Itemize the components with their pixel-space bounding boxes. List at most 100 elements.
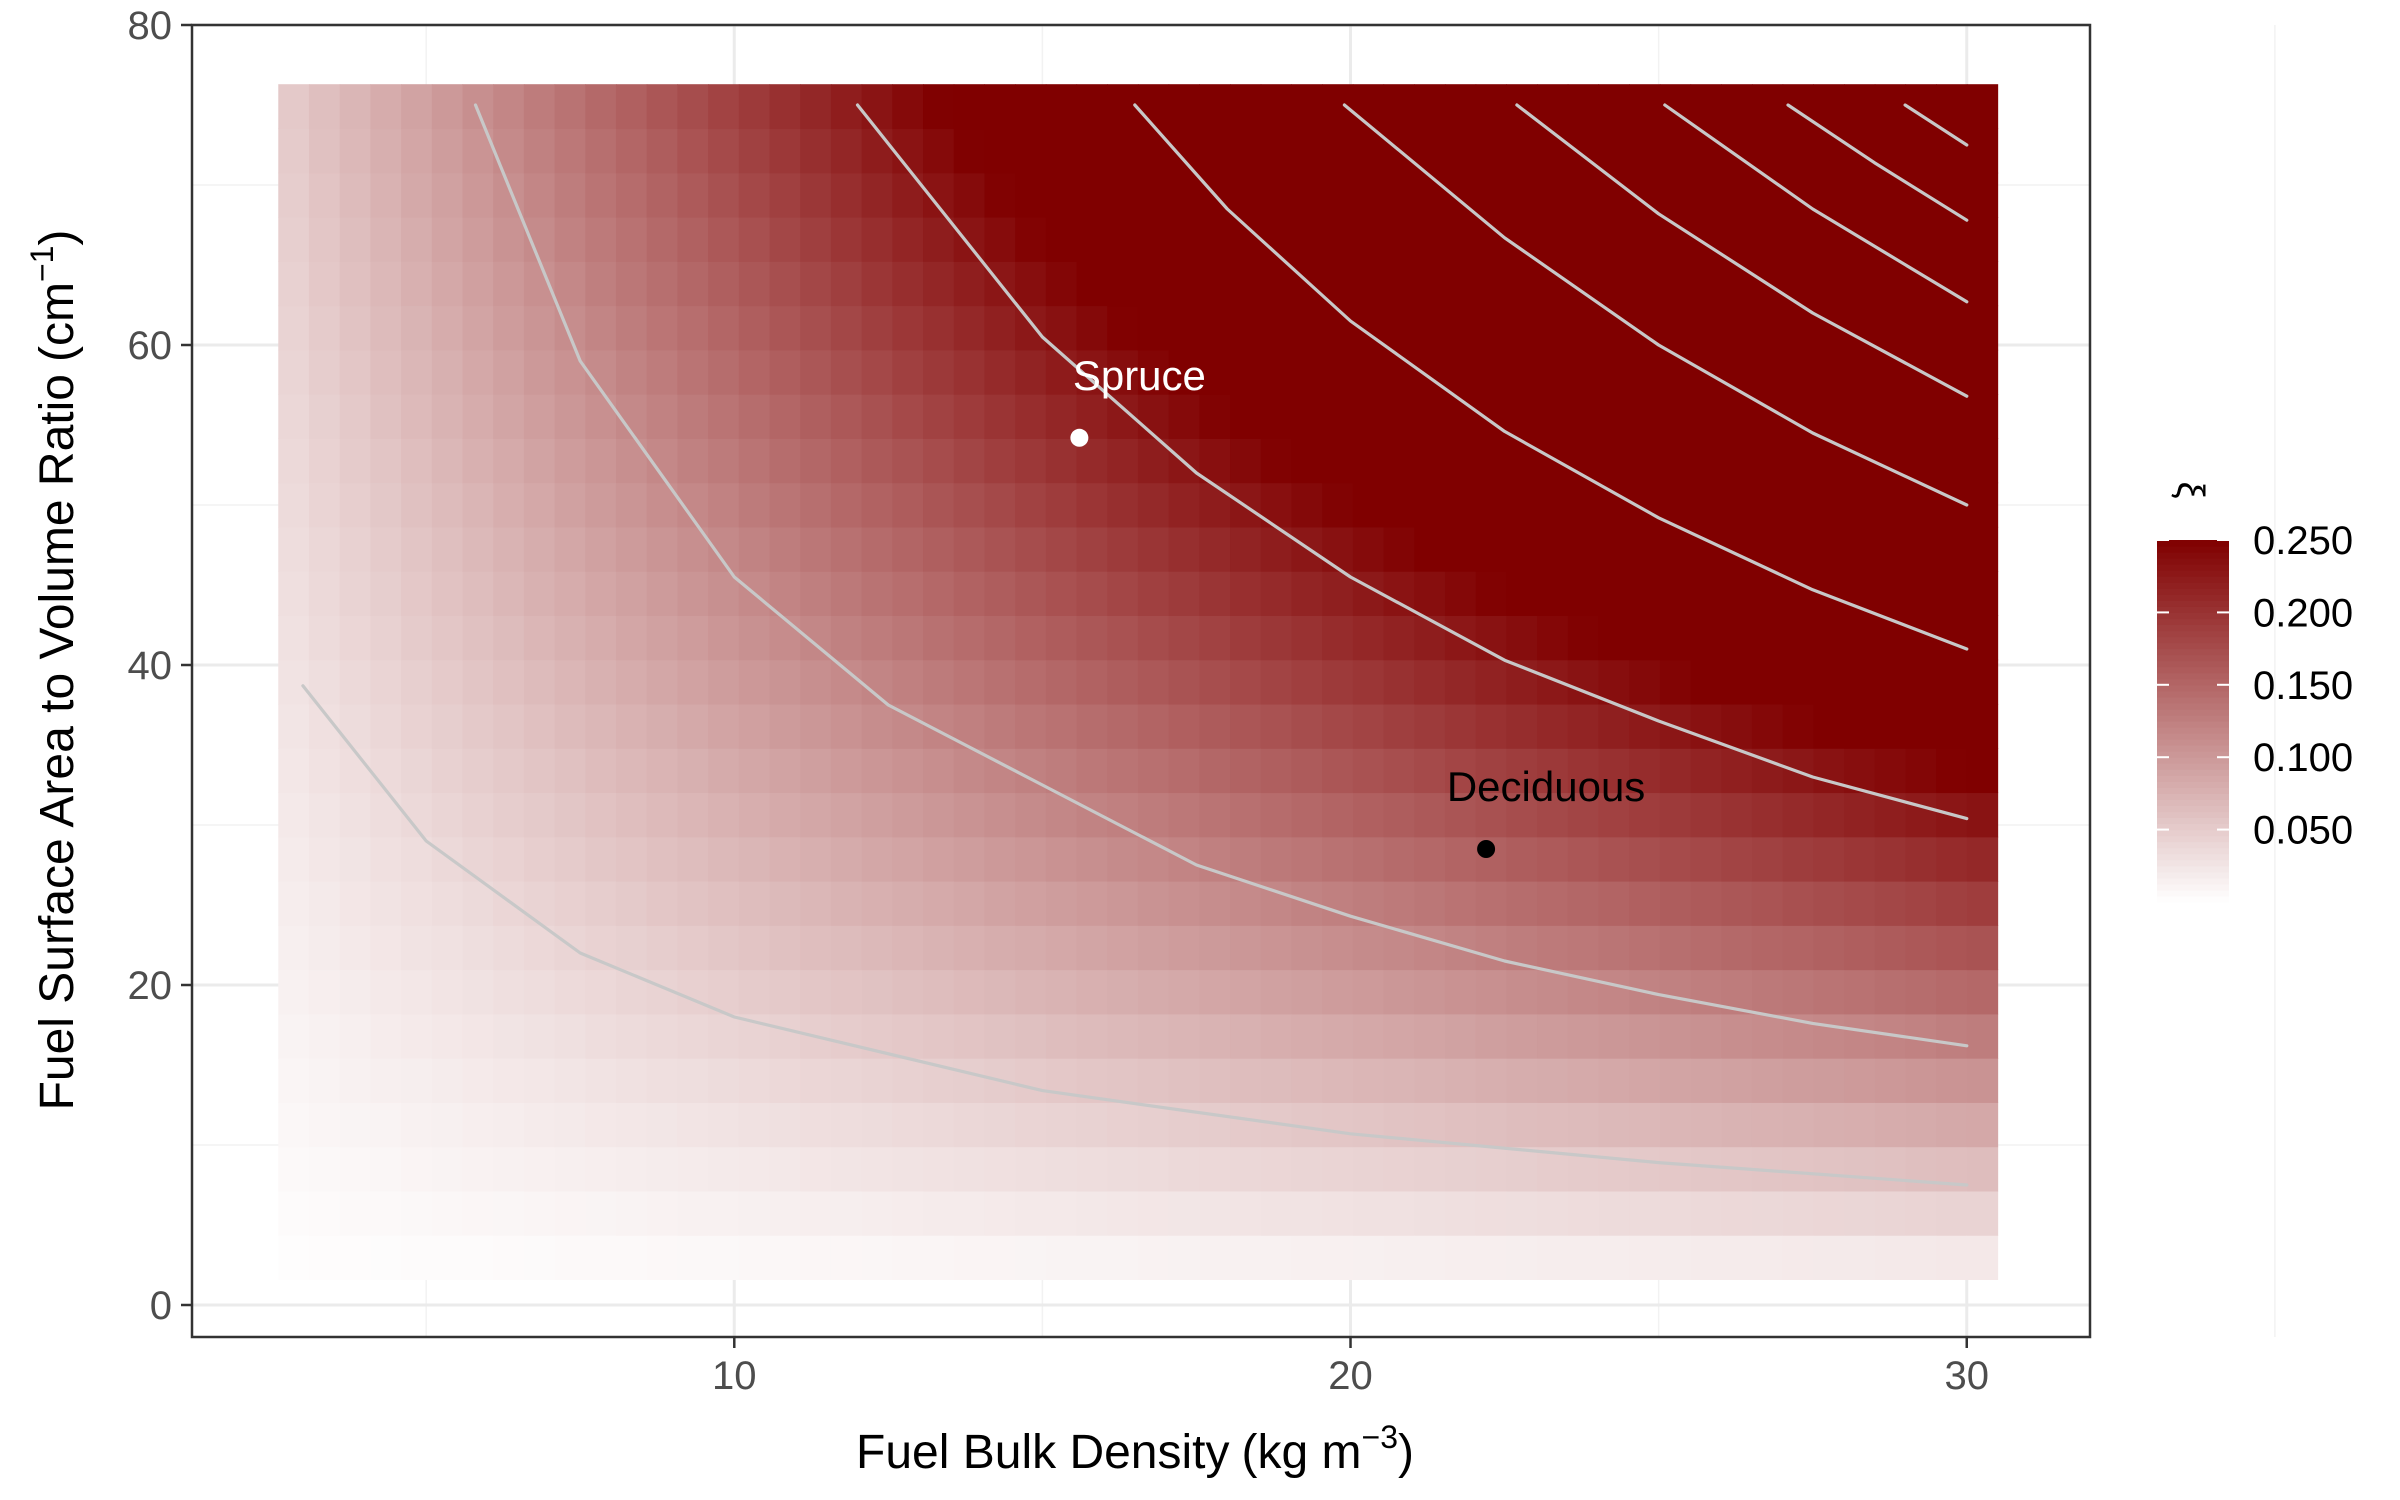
heatmap-tile xyxy=(585,172,617,218)
heatmap-tile xyxy=(1168,615,1200,661)
heatmap-tile xyxy=(1936,1013,1968,1059)
heatmap-tile xyxy=(1629,84,1661,130)
heatmap-tile xyxy=(1659,261,1692,307)
heatmap-tile xyxy=(646,128,678,174)
heatmap-tile xyxy=(892,526,924,572)
heatmap-tile xyxy=(585,482,617,528)
heatmap-tile xyxy=(554,748,586,794)
heatmap-tile xyxy=(1414,881,1446,926)
heatmap-tile xyxy=(1475,217,1507,262)
heatmap-tile xyxy=(738,792,771,838)
heatmap-tile xyxy=(1966,1235,1999,1280)
heatmap-tile xyxy=(1291,969,1323,1015)
heatmap-tile xyxy=(769,128,801,174)
heatmap-tile xyxy=(615,482,648,528)
heatmap-tile xyxy=(892,969,924,1015)
heatmap-tile xyxy=(738,748,771,794)
heatmap-tile xyxy=(1721,128,1753,174)
heatmap-tile xyxy=(462,482,494,528)
heatmap-tile xyxy=(953,128,986,174)
heatmap-tile xyxy=(1905,836,1937,882)
heatmap-tile xyxy=(1537,394,1569,439)
legend-color-step xyxy=(2157,739,2229,746)
heatmap-tile xyxy=(953,1146,986,1192)
heatmap-tile xyxy=(370,659,402,705)
heatmap-tile xyxy=(1537,305,1569,351)
heatmap-tile xyxy=(1598,84,1630,130)
heatmap-tile xyxy=(1598,128,1630,174)
heatmap-tile xyxy=(1782,526,1814,572)
heatmap-tile xyxy=(1506,1235,1538,1280)
heatmap-tile xyxy=(1690,1058,1722,1103)
heatmap-tile xyxy=(646,703,678,749)
heatmap-tile xyxy=(1199,84,1231,130)
heatmap-tile xyxy=(769,217,801,262)
heatmap-tile xyxy=(1905,748,1937,794)
heatmap-tile xyxy=(708,1146,740,1192)
heatmap-tile xyxy=(1199,748,1231,794)
heatmap-tile xyxy=(1230,128,1262,174)
heatmap-tile xyxy=(1291,836,1323,882)
heatmap-tile xyxy=(615,571,648,616)
heatmap-tile xyxy=(1690,261,1722,307)
heatmap-tile xyxy=(1352,836,1385,882)
heatmap-tile xyxy=(585,969,617,1015)
heatmap-tile xyxy=(1230,261,1262,307)
heatmap-tile xyxy=(1444,969,1477,1015)
heatmap-tile xyxy=(1506,84,1538,130)
heatmap-tile xyxy=(830,1102,863,1148)
heatmap-tile xyxy=(677,128,709,174)
heatmap-tile xyxy=(1721,571,1753,616)
heatmap-tile xyxy=(830,349,863,395)
heatmap-tile xyxy=(278,305,310,351)
heatmap-tile xyxy=(861,881,893,926)
heatmap-tile xyxy=(646,1058,678,1103)
plot-panel-border xyxy=(190,23,2092,1339)
heatmap-tile xyxy=(1260,438,1293,484)
heatmap-tile xyxy=(1107,836,1139,882)
heatmap-tile xyxy=(1629,526,1661,572)
heatmap-tile xyxy=(1844,172,1876,218)
heatmap-tile xyxy=(1199,261,1231,307)
heatmap-tile xyxy=(1107,748,1139,794)
heatmap-tile xyxy=(1721,349,1753,395)
heatmap-tile xyxy=(1137,925,1170,971)
heatmap-tile xyxy=(800,703,832,749)
heatmap-tile xyxy=(1537,261,1569,307)
heatmap-tile xyxy=(1475,881,1507,926)
heatmap-tile xyxy=(1076,128,1108,174)
heatmap-tile xyxy=(585,792,617,838)
heatmap-tile xyxy=(1629,836,1661,882)
heatmap-tile xyxy=(1045,703,1078,749)
heatmap-tile xyxy=(1076,526,1108,572)
heatmap-tile xyxy=(462,925,494,971)
legend-color-step xyxy=(2157,654,2229,662)
heatmap-tile xyxy=(1721,925,1753,971)
heatmap-tile xyxy=(1137,84,1170,130)
heatmap-tile xyxy=(401,571,433,616)
heatmap-tile xyxy=(1721,615,1753,661)
heatmap-tile xyxy=(1383,792,1415,838)
heatmap-tile xyxy=(431,792,464,838)
heatmap-tile xyxy=(1475,1013,1507,1059)
heatmap-tile xyxy=(1506,217,1538,262)
heatmap-tile xyxy=(923,881,955,926)
heatmap-tile xyxy=(278,1013,310,1059)
heatmap-tile xyxy=(308,1013,341,1059)
heatmap-tile xyxy=(1844,703,1876,749)
heatmap-tile xyxy=(953,394,986,439)
heatmap-tile xyxy=(1966,482,1999,528)
heatmap-tile xyxy=(1475,748,1507,794)
heatmap-tile xyxy=(1905,526,1937,572)
legend-color-step xyxy=(2157,666,2229,674)
heatmap-tile xyxy=(1782,792,1814,838)
x-axis-title: Fuel Bulk Density (kg m−3) xyxy=(856,1419,1414,1479)
heatmap-tile xyxy=(1751,84,1784,130)
heatmap-tile xyxy=(1076,703,1108,749)
heatmap-tile xyxy=(554,438,586,484)
heatmap-tile xyxy=(308,1235,341,1280)
heatmap-tile xyxy=(1107,881,1139,926)
heatmap-tile xyxy=(1383,615,1415,661)
heatmap-tile xyxy=(646,1235,678,1280)
heatmap-tile xyxy=(1537,748,1569,794)
